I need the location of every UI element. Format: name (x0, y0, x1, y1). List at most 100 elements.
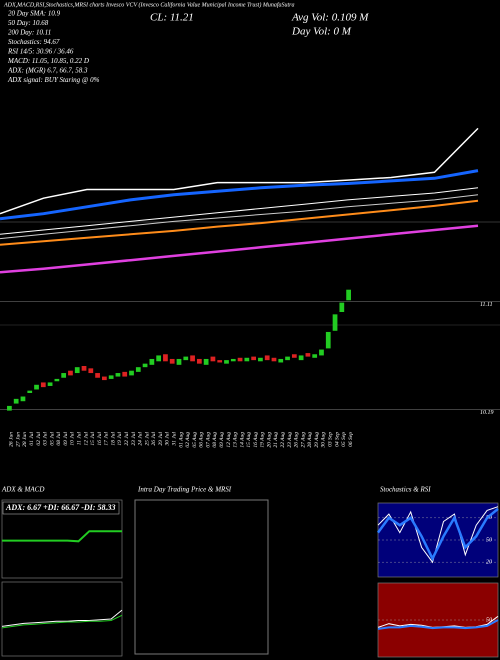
panel-title: ADX & MACD (1, 486, 44, 494)
candle (20, 396, 26, 402)
candle (298, 355, 304, 361)
intraday-title: Intra Day Trading Price & MRSI (137, 486, 232, 494)
series-line (376, 507, 499, 562)
candle (346, 289, 351, 301)
candle (230, 358, 236, 362)
close-price: CL: 11.21 (150, 12, 194, 24)
x-tick-label: 14 Aug (238, 432, 245, 448)
x-tick-label: 27 Aug (300, 432, 306, 448)
x-tick-label: 28 Jun (22, 432, 28, 447)
x-tick-label: 27 Jun (15, 432, 21, 447)
x-tick-label: 10 Jul (70, 432, 76, 446)
legend-text: ADX signal: BUY Staring @ 0% (7, 76, 100, 84)
x-tick-label: 08 Jul (56, 432, 62, 446)
candle (183, 356, 189, 361)
candle (312, 354, 318, 358)
series-line (1, 609, 123, 627)
x-tick-label: 01 Aug (178, 432, 184, 448)
candle (81, 366, 87, 371)
candle (332, 314, 338, 331)
candle (264, 355, 270, 361)
candle (251, 356, 257, 361)
x-tick-label: 22 Jul (124, 432, 130, 446)
candle (210, 356, 216, 362)
x-tick-label: 15 Aug (246, 432, 252, 448)
y-tick-label: 50 (486, 537, 492, 543)
series-line (0, 194, 479, 240)
x-tick-label: 09 Aug (219, 432, 225, 448)
x-tick-label: 15 Jul (90, 432, 96, 446)
legend-text: 200 Day: 10.11 (8, 29, 51, 37)
x-tick-label: 26 Jul (151, 432, 157, 446)
candle (319, 349, 324, 356)
x-tick-label: 25 Jul (144, 432, 150, 446)
candle (74, 367, 80, 374)
candle (88, 368, 94, 374)
candle (95, 373, 100, 378)
x-tick-label: 23 Jul (131, 432, 137, 446)
panel-frame (1, 499, 123, 579)
x-tick-label: 13 Aug (233, 432, 239, 448)
series-line (1, 614, 123, 629)
candle (40, 382, 46, 388)
x-tick-label: 03 Sep (328, 432, 334, 447)
candle (149, 358, 155, 365)
x-tick-label: 23 Aug (287, 432, 293, 448)
x-tick-label: 26 Jun (9, 432, 15, 447)
x-tick-label: 26 Aug (294, 432, 300, 448)
candle (34, 384, 39, 390)
x-tick-label: 12 Jul (83, 432, 89, 446)
day-volume: Day Vol: 0 M (291, 26, 352, 38)
candle (258, 357, 263, 362)
y-tick-label: 50 (486, 617, 492, 623)
series-line (377, 506, 499, 564)
x-tick-label: 21 Aug (273, 432, 279, 448)
legend-text: Stochastics: 94.67 (8, 38, 60, 46)
candle (68, 370, 73, 376)
series-line (0, 199, 479, 246)
panel-frame (1, 581, 123, 657)
x-tick-label: 05 Jul (49, 432, 55, 446)
panel-title: Stochastics & RSI (380, 486, 431, 494)
candle (54, 378, 60, 382)
x-tick-label: 06 Sep (348, 432, 354, 447)
series-line (0, 169, 479, 221)
candle (305, 353, 311, 357)
y-tick-label: 10.19 (480, 410, 494, 416)
x-tick-label: 31 Jul (171, 432, 177, 447)
x-tick-label: 09 Jul (63, 432, 69, 446)
candle (278, 358, 284, 363)
x-tick-label: 24 Jul (137, 432, 144, 446)
x-tick-label: 18 Jul (110, 432, 116, 446)
candle (156, 355, 162, 362)
candle (169, 358, 175, 364)
x-tick-label: 03 Jul (43, 432, 49, 446)
candle (217, 360, 223, 363)
x-tick-label: 28 Aug (307, 432, 313, 448)
series-line (2, 530, 122, 543)
candle (7, 405, 12, 411)
x-tick-label: 30 Jul (165, 432, 171, 447)
candle (291, 354, 297, 358)
candle (237, 357, 243, 362)
candle (271, 357, 277, 362)
candle (13, 398, 19, 404)
series-line (377, 619, 499, 630)
y-tick-label: 11.11 (480, 302, 493, 308)
legend-text: MACD: 11.05, 10.85, 0.22 D (7, 57, 89, 65)
avg-volume: Avg Vol: 0.109 M (291, 12, 369, 24)
x-tick-label: 02 Aug (185, 432, 191, 448)
x-tick-label: 16 Jul (97, 432, 103, 446)
x-tick-label: 17 Jul (104, 432, 110, 446)
legend-text: 20 Day SMA: 10.9 (8, 10, 61, 18)
x-tick-label: 07 Aug (205, 432, 211, 448)
x-tick-label: 12 Aug (226, 432, 232, 448)
x-tick-label: 04 Sep (333, 432, 340, 447)
x-tick-label: 16 Aug (253, 432, 259, 448)
x-tick-label: 22 Aug (280, 432, 286, 448)
candle (27, 390, 33, 393)
x-tick-label: 02 Jul (36, 432, 42, 446)
candle (285, 356, 290, 361)
intraday-panel (134, 499, 269, 655)
series-line (0, 127, 479, 215)
